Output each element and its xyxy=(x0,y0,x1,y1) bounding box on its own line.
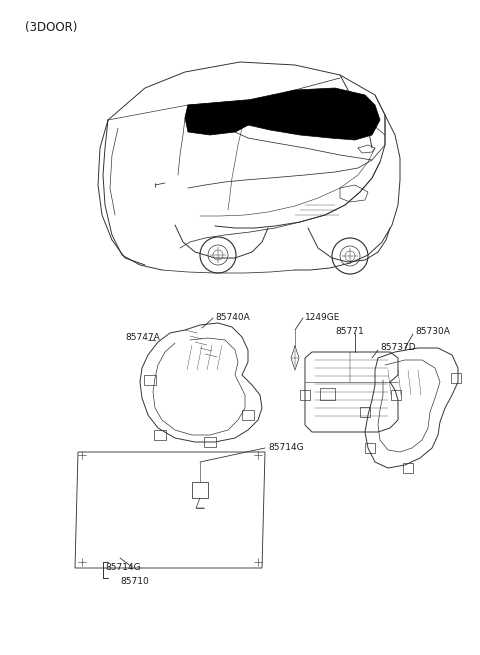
Text: 85730A: 85730A xyxy=(415,328,450,337)
Bar xyxy=(403,463,413,473)
Bar xyxy=(144,375,156,385)
Text: (3DOOR): (3DOOR) xyxy=(25,22,77,35)
Bar xyxy=(300,390,310,400)
Bar xyxy=(204,437,216,447)
Bar xyxy=(154,430,166,440)
Text: 85714G: 85714G xyxy=(105,563,141,572)
Polygon shape xyxy=(245,88,380,140)
Text: 85710: 85710 xyxy=(120,578,149,586)
Polygon shape xyxy=(185,100,248,135)
Bar xyxy=(242,410,254,420)
Text: 85740A: 85740A xyxy=(215,314,250,322)
Bar xyxy=(360,407,370,417)
Bar xyxy=(391,390,401,400)
Bar xyxy=(365,443,375,453)
Polygon shape xyxy=(230,112,248,132)
Text: 1249GE: 1249GE xyxy=(305,314,340,322)
Text: 85714G: 85714G xyxy=(268,443,304,453)
Bar xyxy=(320,388,335,400)
Text: 85737D: 85737D xyxy=(380,343,416,352)
Text: 85771: 85771 xyxy=(335,328,364,337)
Bar xyxy=(451,373,461,383)
Text: 85747A: 85747A xyxy=(125,333,160,343)
